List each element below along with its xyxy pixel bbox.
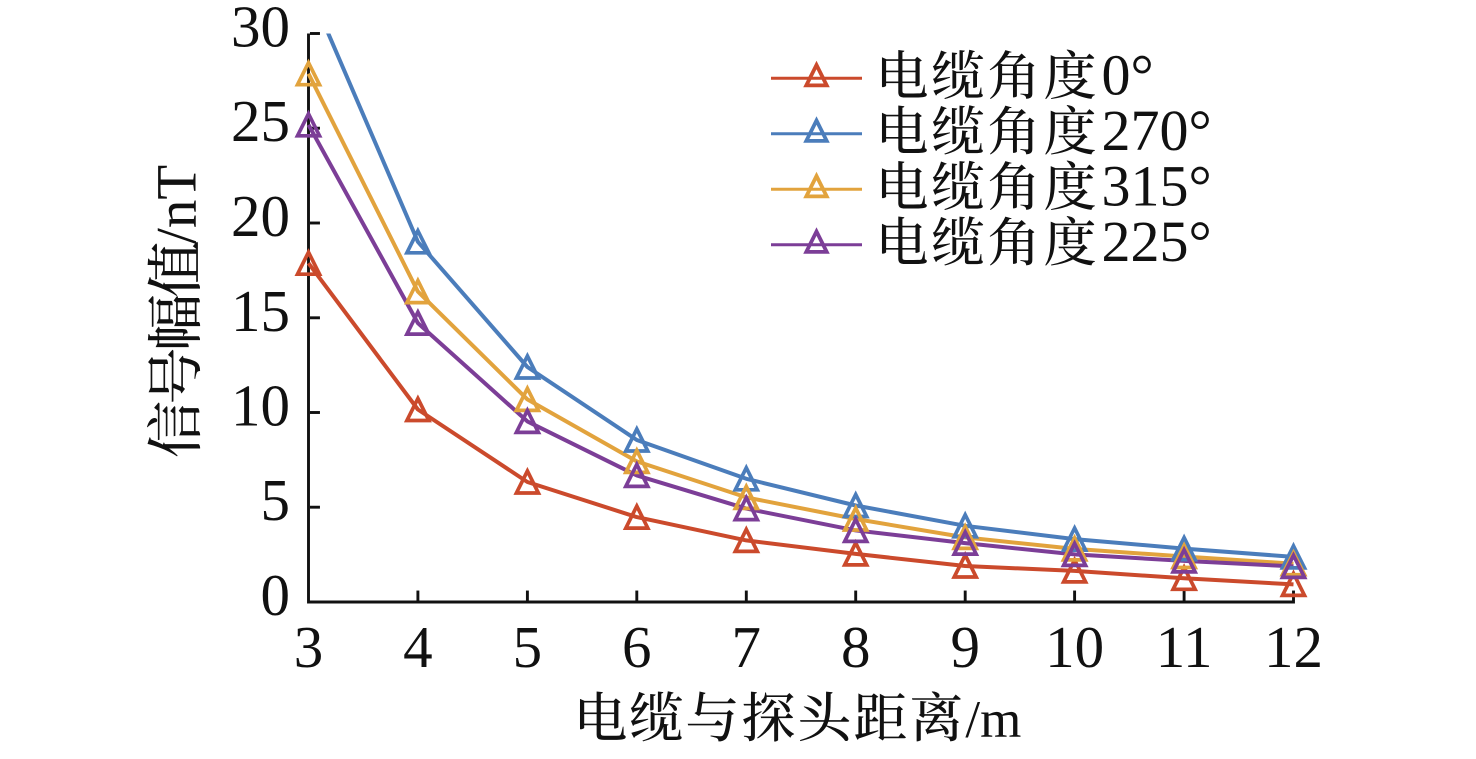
svg-text:4: 4 bbox=[403, 614, 433, 680]
svg-text:270°: 270° bbox=[1102, 98, 1212, 163]
svg-text:12: 12 bbox=[1264, 614, 1323, 680]
svg-text:7: 7 bbox=[732, 614, 762, 680]
svg-text:6: 6 bbox=[622, 614, 652, 680]
svg-text:0°: 0° bbox=[1102, 43, 1154, 108]
svg-text:/m: /m bbox=[965, 691, 1021, 749]
svg-text:5: 5 bbox=[513, 614, 543, 680]
svg-text:8: 8 bbox=[841, 614, 871, 680]
svg-text:10: 10 bbox=[231, 373, 290, 439]
svg-text:20: 20 bbox=[231, 183, 290, 249]
svg-text:25: 25 bbox=[231, 88, 290, 154]
svg-text:315°: 315° bbox=[1102, 154, 1212, 219]
svg-text:9: 9 bbox=[950, 614, 980, 680]
svg-text:5: 5 bbox=[261, 467, 291, 533]
svg-text:/nT: /nT bbox=[146, 165, 209, 244]
svg-text:3: 3 bbox=[294, 614, 324, 680]
svg-text:0: 0 bbox=[261, 562, 291, 628]
svg-text:10: 10 bbox=[1045, 614, 1104, 680]
svg-text:15: 15 bbox=[231, 278, 290, 344]
svg-text:11: 11 bbox=[1156, 614, 1213, 680]
svg-text:30: 30 bbox=[231, 0, 290, 60]
svg-text:225°: 225° bbox=[1102, 209, 1212, 274]
